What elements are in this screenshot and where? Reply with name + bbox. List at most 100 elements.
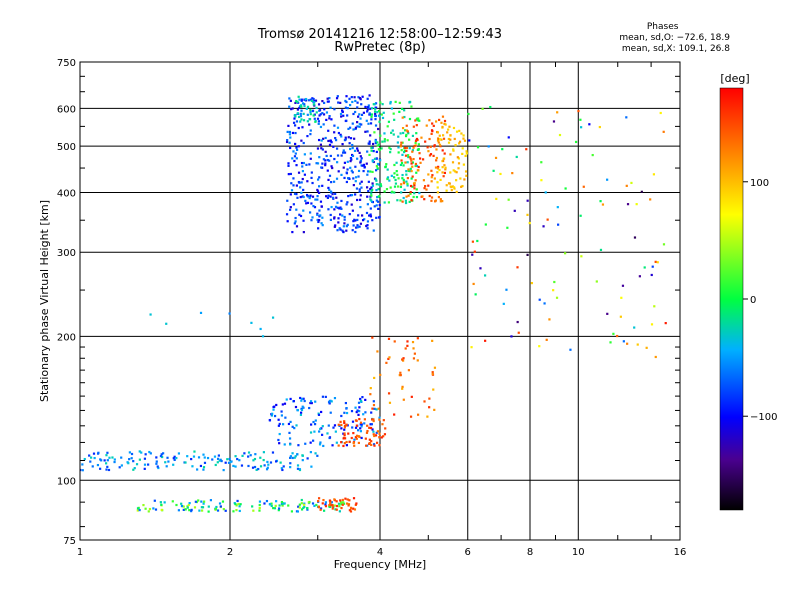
data-point [354, 503, 357, 506]
data-point [404, 129, 407, 132]
data-point [413, 182, 416, 185]
data-point [370, 443, 373, 447]
data-point [374, 141, 377, 145]
data-point [341, 110, 344, 113]
data-point [399, 132, 402, 135]
data-point [392, 112, 395, 115]
data-point [303, 173, 306, 176]
data-point [165, 322, 168, 325]
data-point [412, 146, 415, 149]
data-point [364, 398, 367, 401]
data-point [135, 463, 139, 466]
data-point [339, 112, 343, 116]
data-point [350, 410, 354, 413]
data-point [334, 192, 337, 195]
data-point [376, 200, 380, 203]
data-point [247, 451, 251, 454]
data-point [350, 203, 353, 206]
data-point [395, 170, 398, 173]
data-point [299, 104, 303, 107]
data-point [240, 464, 244, 467]
data-point [375, 157, 378, 160]
data-point [345, 225, 348, 228]
data-point [281, 504, 284, 507]
data-point [309, 157, 312, 160]
data-point [324, 162, 327, 165]
data-point [345, 171, 348, 174]
data-point [344, 136, 347, 139]
data-point [393, 413, 396, 416]
data-point [459, 177, 462, 180]
data-point [620, 296, 623, 299]
data-point [301, 397, 304, 401]
data-point [309, 129, 312, 132]
data-point [282, 465, 285, 468]
data-point [355, 434, 359, 437]
data-point [175, 503, 178, 507]
data-point [173, 455, 176, 458]
data-point [402, 178, 405, 182]
data-point [460, 185, 463, 188]
data-point [379, 373, 382, 376]
data-point [409, 184, 413, 188]
data-point [359, 198, 362, 201]
data-point [333, 396, 337, 400]
data-point [601, 203, 605, 206]
data-point [344, 497, 347, 500]
data-point [609, 341, 612, 344]
data-point [269, 461, 273, 464]
data-point [410, 199, 413, 202]
data-point [297, 444, 300, 447]
data-point [342, 501, 345, 504]
data-point [368, 140, 371, 143]
data-point [404, 161, 407, 164]
data-point [436, 171, 439, 174]
data-point [435, 148, 438, 151]
colorbar-tick-label: −100 [750, 412, 777, 423]
data-point [436, 191, 440, 194]
x-tick-label: 2 [227, 547, 233, 558]
data-point [270, 414, 273, 417]
data-point [296, 100, 299, 104]
data-point [295, 146, 298, 149]
data-point [88, 454, 91, 457]
data-point [295, 192, 298, 196]
data-point [287, 173, 290, 176]
data-point [108, 456, 111, 459]
data-point [289, 466, 292, 469]
data-point [434, 120, 438, 123]
data-point [313, 100, 316, 104]
data-point [370, 186, 373, 189]
data-point [366, 429, 369, 433]
data-point [321, 425, 324, 428]
data-point [278, 422, 281, 426]
data-point [416, 413, 420, 416]
data-point [368, 112, 371, 115]
data-point [433, 145, 436, 148]
data-point [348, 97, 351, 100]
data-point [552, 289, 555, 292]
data-point [282, 502, 285, 505]
data-point [222, 468, 225, 472]
data-point [306, 201, 310, 204]
data-point [427, 173, 430, 176]
data-point [333, 498, 336, 501]
data-point [273, 405, 276, 408]
data-point [399, 199, 402, 202]
data-point [440, 138, 443, 141]
data-point [599, 248, 603, 252]
data-point [190, 510, 193, 513]
data-point [393, 118, 396, 121]
data-point [338, 510, 341, 513]
data-point [443, 152, 446, 155]
data-point [196, 468, 199, 471]
data-point [259, 456, 262, 459]
data-point [412, 125, 415, 128]
data-point [327, 129, 330, 132]
data-point [404, 134, 408, 138]
data-point [201, 509, 204, 512]
data-point [304, 442, 307, 445]
data-point [483, 274, 487, 277]
data-point [454, 170, 457, 173]
data-point [374, 108, 377, 111]
